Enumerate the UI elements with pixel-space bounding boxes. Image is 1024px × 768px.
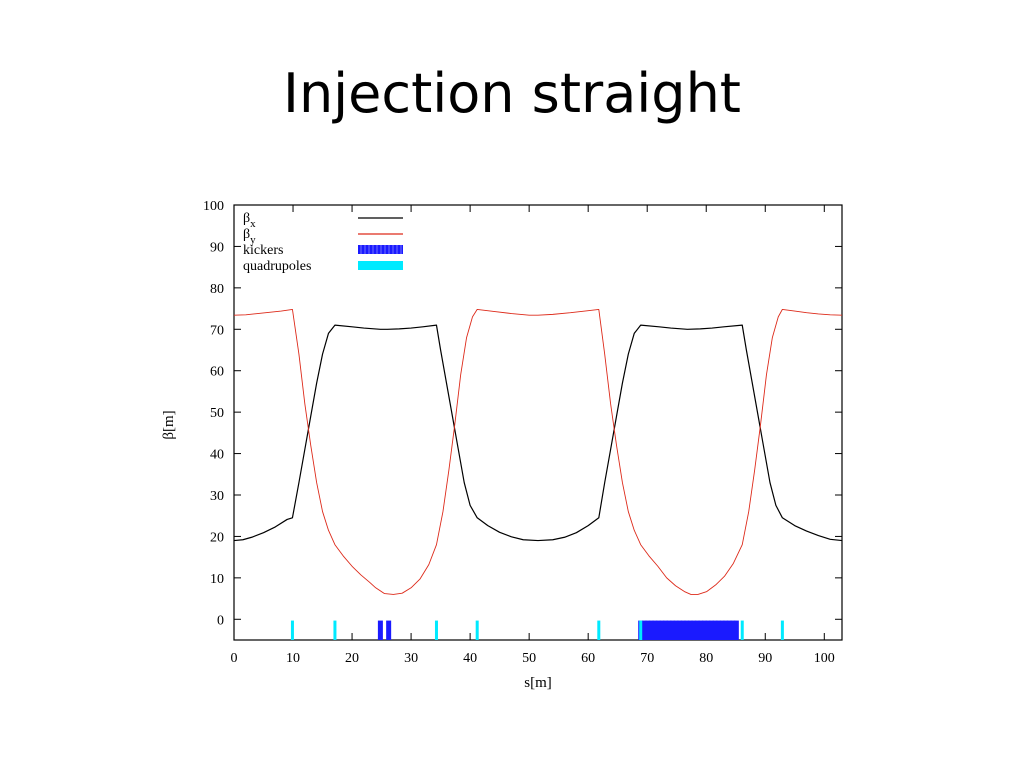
- legend-swatch-quadrupoles: [358, 261, 403, 270]
- kickers-marker: [386, 620, 392, 640]
- x-tick-label: 40: [463, 651, 477, 666]
- y-tick-label: 10: [210, 572, 224, 587]
- quadrupoles-marker: [290, 620, 294, 640]
- kickers-marker: [709, 620, 715, 640]
- y-tick-label: 20: [210, 530, 224, 545]
- x-tick-label: 30: [404, 651, 418, 666]
- kickers-marker: [652, 620, 658, 640]
- y-tick-label: 60: [210, 365, 224, 380]
- x-tick-label: 0: [231, 651, 238, 666]
- legend-label-quadrupoles: quadrupoles: [243, 259, 311, 274]
- kickers-marker: [691, 620, 697, 640]
- x-axis-label: s[m]: [524, 675, 552, 691]
- quadrupoles-marker: [639, 620, 643, 640]
- kickers-marker: [719, 620, 725, 640]
- kickers-marker: [641, 620, 647, 640]
- series-line-x: [233, 324, 843, 542]
- quadrupoles-marker: [740, 620, 744, 640]
- quadrupoles-marker: [333, 620, 337, 640]
- kickers-marker: [663, 620, 669, 640]
- kickers-marker: [733, 620, 739, 640]
- x-tick-label: 20: [345, 651, 359, 666]
- kickers-marker: [377, 620, 383, 640]
- y-tick-label: 40: [210, 448, 224, 463]
- y-tick-label: 30: [210, 489, 224, 504]
- y-axis-label: β[m]: [161, 410, 177, 439]
- x-tick-label: 80: [699, 651, 713, 666]
- y-tick-label: 80: [210, 282, 224, 297]
- kickers-marker: [680, 620, 686, 640]
- legend-label-kickers: kickers: [243, 243, 283, 258]
- x-tick-label: 70: [640, 651, 654, 666]
- series-line-y: [233, 308, 843, 595]
- kickers-marker: [659, 620, 665, 640]
- y-tick-label: 50: [210, 406, 224, 421]
- y-tick-label: 70: [210, 323, 224, 338]
- kickers-marker: [648, 620, 654, 640]
- kickers-marker: [677, 620, 683, 640]
- quadrupoles-marker: [597, 620, 601, 640]
- kickers-marker: [673, 620, 679, 640]
- x-tick-label: 50: [522, 651, 536, 666]
- kickers-marker: [698, 620, 704, 640]
- x-tick-label: 60: [581, 651, 595, 666]
- kickers-marker: [705, 620, 711, 640]
- kickers-marker: [726, 620, 732, 640]
- x-tick-label: 100: [814, 651, 835, 666]
- quadrupoles-marker: [434, 620, 438, 640]
- kickers-marker: [684, 620, 690, 640]
- kickers-marker: [670, 620, 676, 640]
- x-tick-label: 90: [758, 651, 772, 666]
- kickers-marker: [730, 620, 736, 640]
- y-tick-label: 100: [203, 199, 224, 214]
- kickers-marker: [645, 620, 651, 640]
- quadrupoles-marker: [475, 620, 479, 640]
- kickers-marker: [655, 620, 661, 640]
- kickers-marker: [694, 620, 700, 640]
- y-tick-label: 90: [210, 240, 224, 255]
- plot-frame: [233, 204, 843, 641]
- kickers-marker: [666, 620, 672, 640]
- x-tick-label: 10: [286, 651, 300, 666]
- y-tick-label: 0: [217, 613, 224, 628]
- legend-swatch-kickers: [358, 245, 403, 254]
- kickers-marker: [701, 620, 707, 640]
- kickers-marker: [716, 620, 722, 640]
- quadrupoles-marker: [780, 620, 784, 640]
- kickers-marker: [723, 620, 729, 640]
- kickers-marker: [712, 620, 718, 640]
- slide-title: Injection straight: [283, 62, 741, 125]
- kickers-marker: [687, 620, 693, 640]
